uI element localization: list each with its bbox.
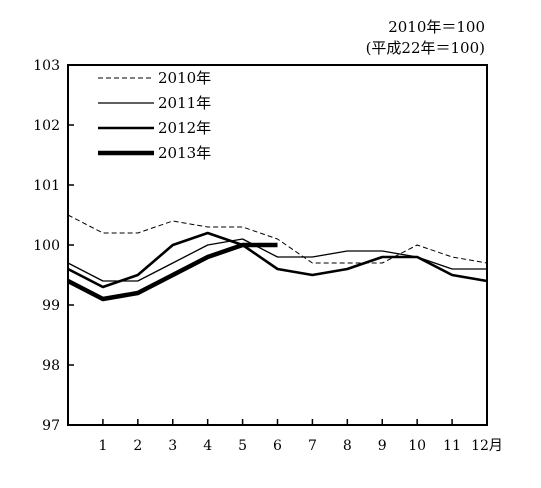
x-tick-label: 12月 [471, 438, 503, 454]
chart-axes: 103 102 101 100 99 98 97 1 2 3 4 5 6 7 8 9 10 11 12月 [33, 58, 503, 454]
legend-label: 2010年 [158, 69, 211, 87]
y-tick-label: 101 [33, 178, 60, 194]
x-tick-label: 8 [343, 438, 352, 454]
x-tick-label: 10 [408, 438, 426, 454]
legend-label: 2011年 [158, 94, 211, 112]
y-tick-label: 102 [33, 118, 60, 134]
y-tick-label: 99 [42, 298, 60, 314]
x-tick-label: 11 [443, 438, 461, 454]
legend-label: 2012年 [158, 119, 211, 137]
y-tick-label: 103 [33, 58, 60, 74]
x-tick-label: 7 [308, 438, 317, 454]
x-tick-label: 9 [378, 438, 387, 454]
series-line-2012年 [67, 231, 488, 289]
chart-legend: 2010年 2011年 2012年 2013年 [98, 69, 211, 162]
x-tick-label: 1 [98, 438, 107, 454]
legend-label: 2013年 [158, 144, 211, 162]
chart-series [66, 214, 488, 302]
y-tick-label: 100 [33, 238, 60, 254]
x-tick-label: 4 [203, 438, 212, 454]
series-line-2010年 [67, 214, 488, 264]
y-tick-label: 97 [42, 418, 60, 434]
x-tick-label: 3 [168, 438, 177, 454]
y-tick-label: 98 [42, 358, 60, 374]
x-tick-label: 2 [133, 438, 142, 454]
series-line-2013年 [66, 242, 278, 302]
base-year-note: 2010年＝100 [388, 18, 485, 36]
x-tick-label: 5 [238, 438, 247, 454]
base-year-note-heisei: (平成22年＝100) [365, 39, 485, 57]
x-tick-label: 6 [273, 438, 282, 454]
